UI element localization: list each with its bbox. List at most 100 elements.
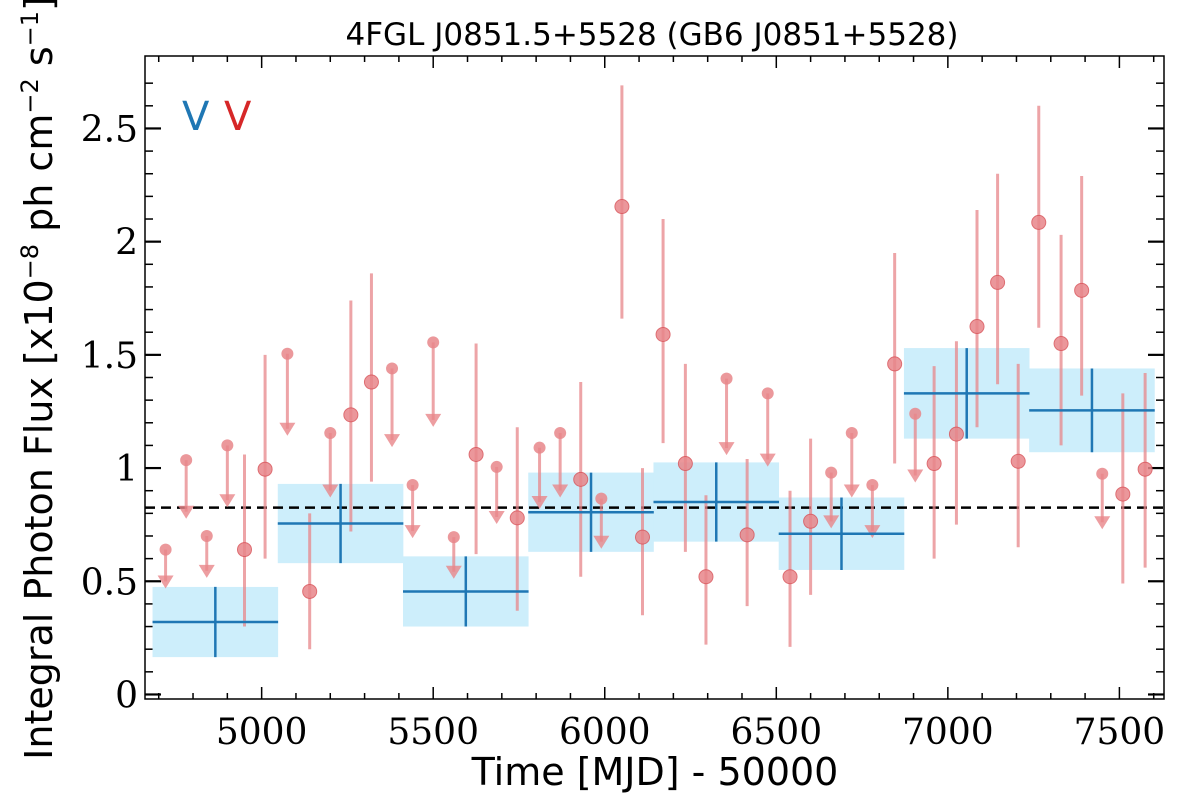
- fine-detection-point: [236, 542, 252, 558]
- fine-detection-point: [698, 569, 714, 585]
- upper-limit-point: [1096, 467, 1109, 480]
- y-tick-label: 0.5: [81, 562, 138, 603]
- legend-entry-fine: V: [224, 94, 252, 140]
- upper-limit-arrow: [279, 422, 296, 436]
- fine-detection-point: [887, 356, 903, 372]
- upper-limit-point: [180, 454, 193, 467]
- upper-limit-point: [533, 441, 546, 454]
- fine-detection-point: [782, 569, 798, 585]
- fine-detection-point: [257, 461, 273, 477]
- x-tick-label: 5500: [387, 712, 479, 753]
- y-tick-label: 1.5: [81, 336, 138, 377]
- fine-detection-point: [1115, 486, 1131, 502]
- upper-limit-arrow: [384, 434, 401, 448]
- y-axis-label-exp1: −8: [16, 244, 44, 279]
- upper-limit-point: [909, 407, 922, 420]
- y-axis-label-main: Integral Photon Flux [x10: [17, 279, 61, 760]
- upper-limit-arrow: [445, 565, 462, 579]
- fine-detection-point: [468, 446, 484, 462]
- upper-limit-arrow: [322, 484, 339, 498]
- x-tick-label: 5000: [216, 712, 308, 753]
- y-tick-label: 0: [115, 675, 138, 716]
- fine-detection-point: [1074, 282, 1090, 298]
- fine-detection-point: [803, 513, 819, 529]
- fine-detection-point: [926, 456, 942, 472]
- upper-limit-point: [761, 387, 774, 400]
- upper-limit-point: [406, 479, 419, 492]
- upper-limit-point: [595, 492, 608, 505]
- legend-entry-coarse: V: [182, 94, 210, 140]
- upper-limit-point: [221, 439, 234, 452]
- x-axis-label: Time [MJD] - 50000: [471, 750, 839, 794]
- upper-limit-point: [720, 372, 733, 385]
- upper-limit-point: [490, 460, 503, 473]
- upper-limit-arrow: [907, 469, 924, 483]
- upper-limit-arrow: [759, 453, 776, 467]
- upper-limit-point: [200, 529, 213, 542]
- upper-limit-point: [825, 466, 838, 479]
- upper-limit-arrow: [219, 494, 236, 508]
- upper-limit-arrow: [593, 535, 610, 549]
- fine-detection-point: [1137, 461, 1153, 477]
- upper-limit-point: [386, 362, 399, 375]
- fine-detection-point: [677, 456, 693, 472]
- upper-limit-arrow: [718, 442, 735, 456]
- fine-bin-points: [157, 85, 1153, 650]
- upper-limit-point: [845, 426, 858, 439]
- x-tick-labels: 5000 5500 6000 6500 7000 7500: [216, 712, 1165, 753]
- fine-detection-point: [634, 529, 650, 545]
- upper-limit-arrow: [198, 564, 215, 578]
- upper-limit-point: [866, 479, 879, 492]
- upper-limit-arrow: [552, 484, 569, 498]
- upper-limit-point: [427, 336, 440, 349]
- upper-limit-arrow: [1094, 516, 1111, 530]
- y-tick-label: 2: [115, 223, 138, 264]
- upper-limit-arrow: [425, 413, 442, 427]
- chart-title: 4FGL J0851.5+5528 (GB6 J0851+5528): [346, 17, 959, 53]
- fine-detection-point: [614, 199, 630, 215]
- upper-limit-point: [281, 347, 294, 360]
- upper-limit-arrow: [864, 525, 881, 539]
- upper-limit-arrow: [157, 575, 174, 589]
- coarse-bin-crosses: [152, 348, 1155, 658]
- fine-detection-point: [1031, 214, 1047, 230]
- upper-limit-arrow: [823, 515, 840, 529]
- fine-detection-point: [655, 326, 671, 342]
- y-axis-label-mid: ph cm: [17, 114, 61, 244]
- y-axis-label-exp3: −1: [16, 11, 44, 46]
- upper-limit-arrow: [488, 510, 505, 524]
- x-tick-label: 7000: [902, 712, 994, 753]
- plot-area: [144, 55, 1165, 700]
- fine-detection-point: [948, 426, 964, 442]
- upper-limit-arrow: [531, 495, 548, 509]
- x-tick-label: 6500: [730, 712, 822, 753]
- y-tick-labels: 0 0.5 1 1.5 2 2.5: [81, 109, 138, 716]
- upper-limit-arrow: [404, 525, 421, 539]
- upper-limit-point: [447, 531, 460, 544]
- fine-detection-point: [1053, 336, 1069, 352]
- upper-limit-point: [554, 426, 567, 439]
- fine-detection-point: [969, 319, 985, 335]
- y-tick-label: 2.5: [81, 109, 138, 150]
- fine-detection-point: [1010, 453, 1026, 469]
- x-tick-label: 6000: [559, 712, 651, 753]
- fine-detection-point: [990, 274, 1006, 290]
- y-tick-label: 1: [115, 449, 138, 490]
- y-axis-label-end: ]: [17, 0, 61, 11]
- upper-limit-point: [324, 426, 337, 439]
- axis-ticks: [145, 56, 1164, 699]
- upper-limit-arrow: [843, 484, 860, 498]
- y-axis-label-exp2: −2: [16, 78, 44, 113]
- upper-limit-arrow: [178, 505, 195, 519]
- y-axis-label-mid2: s: [17, 46, 61, 78]
- y-axis-label: Integral Photon Flux [x10−8 ph cm−2 s−1]: [16, 0, 61, 760]
- fine-detection-point: [363, 374, 379, 390]
- fine-detection-point: [739, 527, 755, 543]
- legend: V V: [182, 94, 252, 140]
- fine-detection-point: [509, 510, 525, 526]
- fine-detection-point: [573, 471, 589, 487]
- fine-detection-point: [302, 583, 318, 599]
- upper-limit-point: [159, 543, 172, 556]
- x-tick-label: 7500: [1074, 712, 1166, 753]
